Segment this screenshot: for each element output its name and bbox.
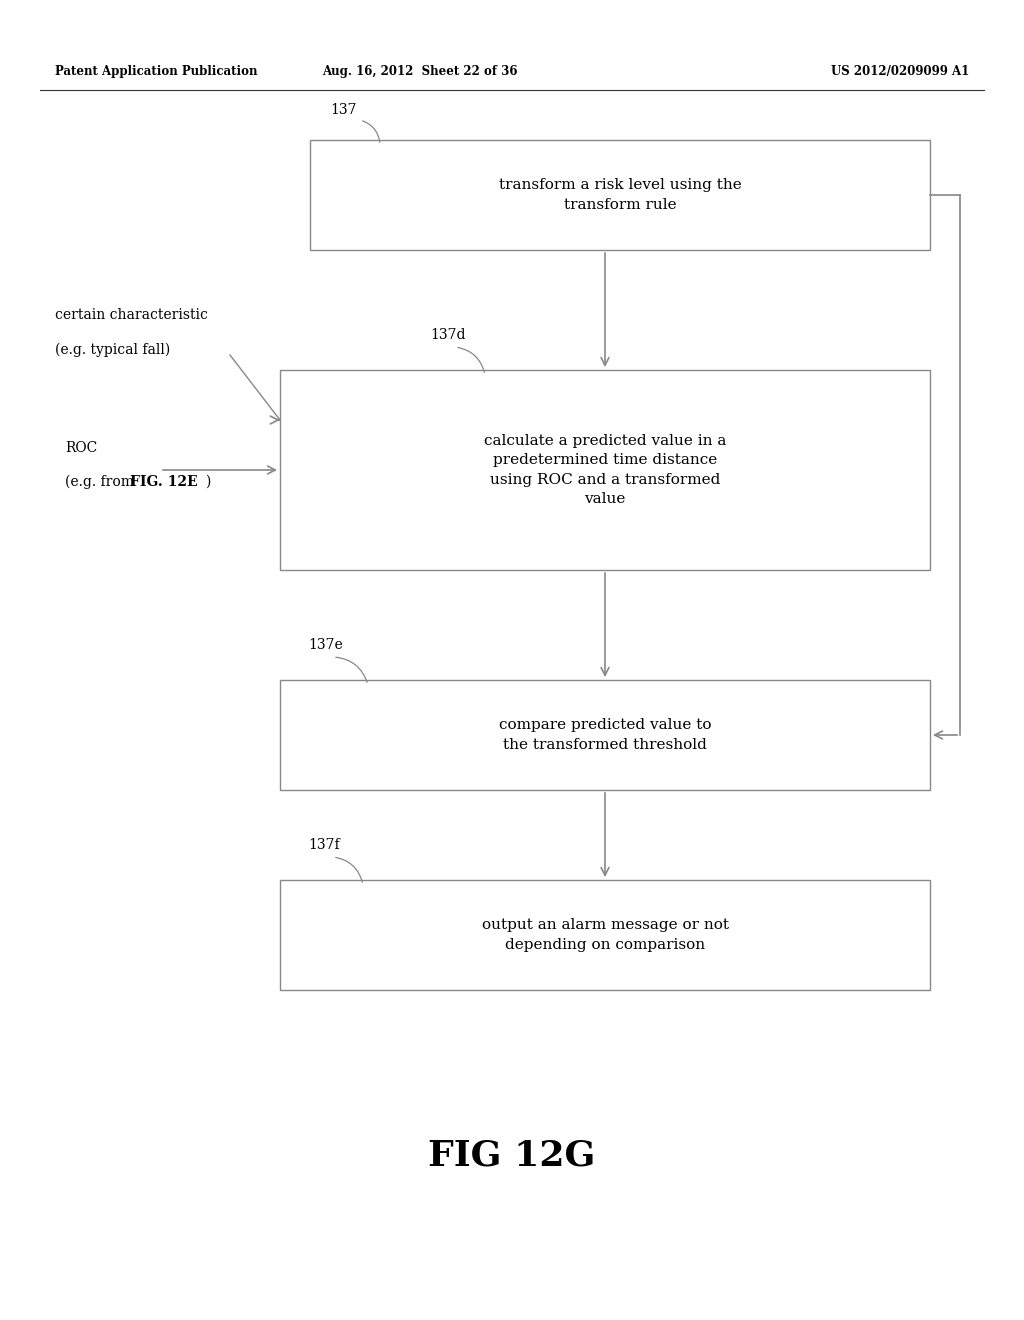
Text: 137e: 137e (308, 638, 343, 652)
FancyBboxPatch shape (280, 880, 930, 990)
Text: 137: 137 (330, 103, 356, 117)
FancyBboxPatch shape (280, 370, 930, 570)
Text: compare predicted value to
the transformed threshold: compare predicted value to the transform… (499, 718, 712, 752)
Text: US 2012/0209099 A1: US 2012/0209099 A1 (830, 66, 969, 78)
Text: transform a risk level using the
transform rule: transform a risk level using the transfo… (499, 178, 741, 211)
Text: certain characteristic: certain characteristic (55, 308, 208, 322)
Text: 137f: 137f (308, 838, 340, 851)
Text: FIG 12G: FIG 12G (428, 1138, 596, 1172)
Text: Aug. 16, 2012  Sheet 22 of 36: Aug. 16, 2012 Sheet 22 of 36 (323, 66, 518, 78)
Text: ): ) (205, 475, 210, 488)
Text: (e.g. typical fall): (e.g. typical fall) (55, 343, 170, 358)
Text: (e.g. from: (e.g. from (65, 475, 138, 490)
Text: Patent Application Publication: Patent Application Publication (55, 66, 257, 78)
Text: calculate a predicted value in a
predetermined time distance
using ROC and a tra: calculate a predicted value in a predete… (483, 434, 726, 507)
Text: output an alarm message or not
depending on comparison: output an alarm message or not depending… (481, 919, 728, 952)
Text: FIG. 12E: FIG. 12E (130, 475, 198, 488)
Text: ROC: ROC (65, 441, 97, 455)
Text: 137d: 137d (430, 327, 466, 342)
FancyBboxPatch shape (310, 140, 930, 249)
FancyBboxPatch shape (280, 680, 930, 789)
